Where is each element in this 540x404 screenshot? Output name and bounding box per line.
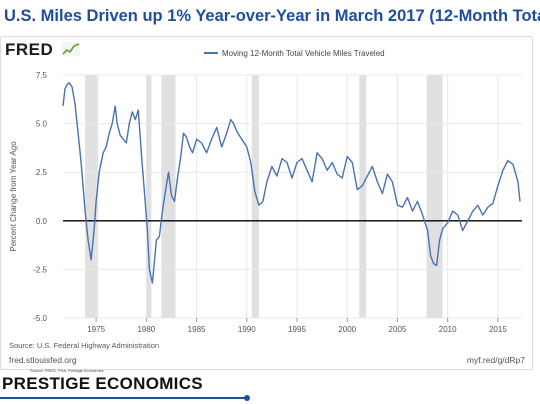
series-line [62,82,521,284]
brand-underline-dot [244,395,250,401]
x-tick-label: 1990 [238,325,256,334]
y-tick-label: -2.5 [33,265,47,274]
x-tick-label: 1985 [188,325,206,334]
y-tick-label: 5.0 [36,120,48,129]
recession-band-3 [251,75,259,318]
footer-banner: Source: FRED, FHA, Prestige Economics PR… [0,368,540,404]
y-tick-label: -5.0 [33,314,47,323]
x-tick-label: 1975 [87,325,105,334]
chart: 7.5 5.0 2.5 0.0 -2.5 -5.0 1975 1980 1985 1990 1995… [9,49,525,365]
y-axis-label: Percent Change from Year Ago [9,141,18,252]
fred-graph-panel: 7.5 5.0 2.5 0.0 -2.5 -5.0 1975 1980 1985 1990 1995… [0,36,533,370]
source-text: Source: U.S. Federal Highway Administrat… [9,341,159,350]
site-link[interactable]: fred.stlouisfed.org [9,355,77,365]
x-tick-label: 2015 [489,325,507,334]
recession-band-1 [146,75,152,318]
recession-band-2 [161,75,176,318]
brand-name: PRESTIGE ECONOMICS [2,374,203,393]
x-tick-label: 1995 [288,325,306,334]
x-tick-label: 2000 [338,325,356,334]
recession-band-4 [359,75,367,318]
legend-label: Moving 12-Month Total Vehicle Miles Trav… [222,49,385,58]
y-tick-label: 0.0 [36,217,48,226]
fred-logo[interactable]: FRED [5,40,54,59]
y-tick-label: 7.5 [36,71,48,80]
chart-line-icon [62,42,80,56]
recession-band-0 [85,75,99,318]
x-tick-label: 2005 [389,325,407,334]
brand-underline [0,397,247,399]
recession-band-5 [426,75,443,318]
y-tick-label: 2.5 [36,168,48,177]
short-url-link[interactable]: myf.red/g/dRp7 [467,355,525,365]
headline-title: U.S. Miles Driven up 1% Year-over-Year i… [0,0,540,32]
x-tick-label: 1980 [137,325,155,334]
brand-source-note: Source: FRED, FHA, Prestige Economics [30,368,104,373]
x-tick-label: 2010 [439,325,457,334]
